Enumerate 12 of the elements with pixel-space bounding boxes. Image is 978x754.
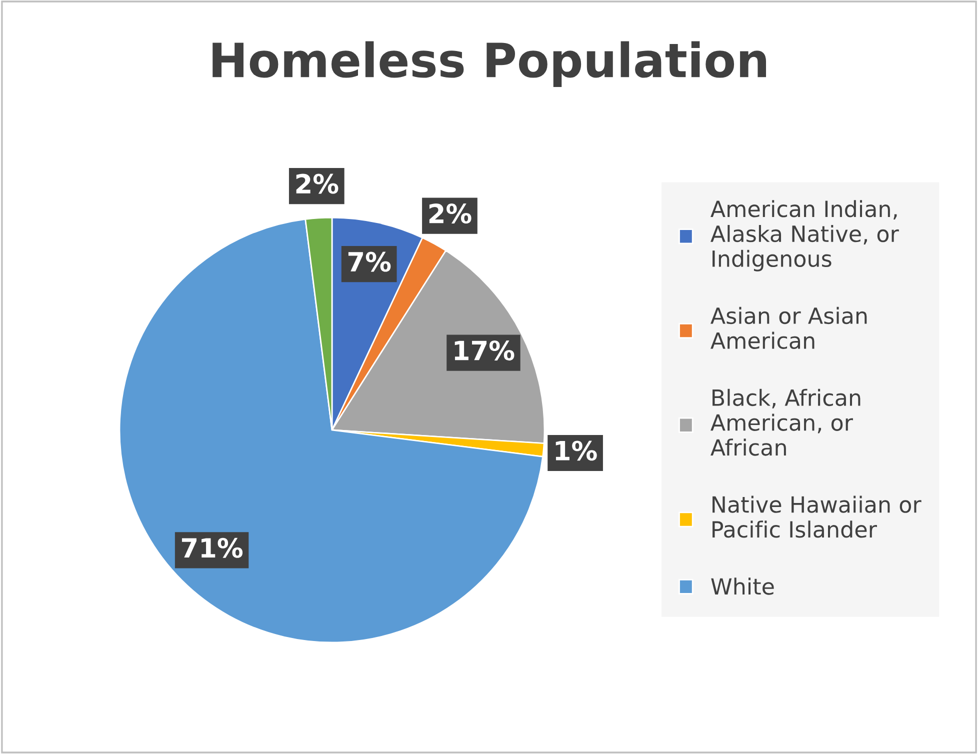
legend-label: White (711, 578, 774, 595)
data-label: 7% (348, 252, 391, 272)
chart-title: Homeless Population (212, 41, 766, 87)
legend-label: American Indian, Alaska Native, or Indigenous (710, 200, 899, 272)
legend-label: Black, African American, or African (710, 388, 860, 456)
data-label: 71% (182, 538, 243, 558)
legend-label: Native Hawaiian or Pacific Islander (712, 496, 922, 538)
legend-label: Asian or Asian American (710, 306, 867, 350)
data-label: 1% (556, 440, 597, 461)
data-label: 2% (296, 174, 338, 194)
data-label: 17% (454, 340, 514, 360)
data-label: 2% (429, 204, 472, 224)
